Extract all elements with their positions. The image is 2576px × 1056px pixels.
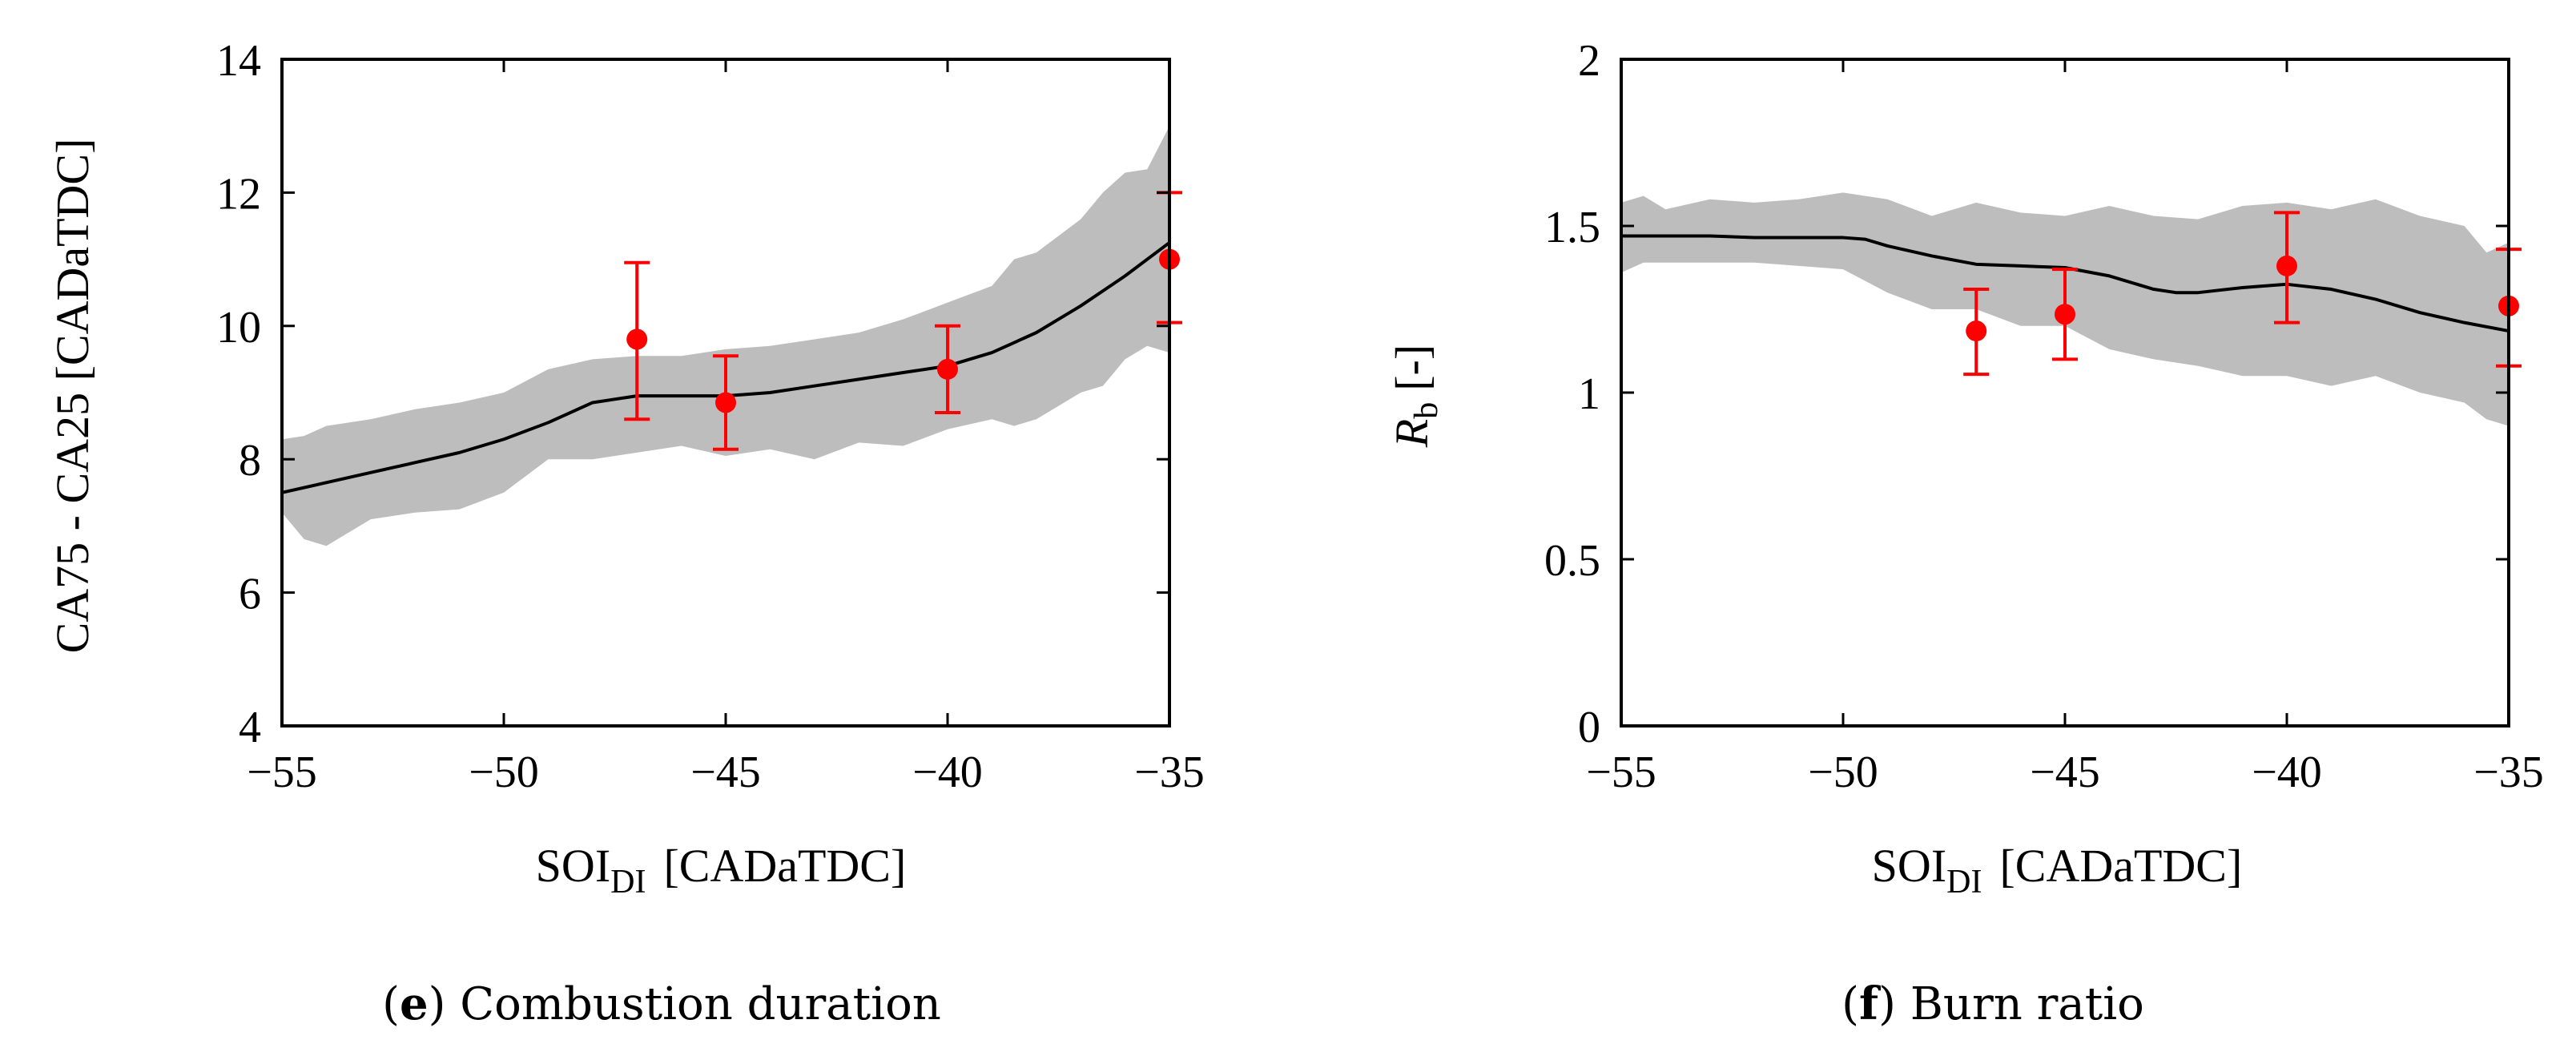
y-tick-label: 0.5 [1544,536,1600,586]
chart-combustion-duration: −55 −50 −45 −40 −35 4 6 8 10 12 14 CA75 - CA25 [CA… [46,36,1205,1030]
chart-burn-ratio: −55 −50 −45 −40 −35 0 0.5 1 1.5 2 Rb[-] SOIDI [CAD… [1386,36,2544,1030]
measured-point [626,328,648,350]
y-tick-label: 6 [239,570,261,619]
x-axis-label: SOIDI [CADaTDC] [1872,840,2243,901]
x-tick-label: −50 [469,748,539,797]
y-tick-label: 12 [216,169,261,219]
x-tick-label: −55 [247,748,317,797]
y-tick-label: 2 [1578,36,1600,86]
x-tick-label: −40 [2252,748,2322,797]
panel-caption: (e) Combustion duration [382,977,941,1030]
x-tick-label: −35 [1134,748,1205,797]
x-tick-label: −55 [1586,748,1656,797]
plot-frame [1620,58,2510,728]
y-tick-label: 8 [239,436,261,486]
x-tick-label: −45 [2030,748,2100,797]
y-tick-label: 14 [216,36,261,86]
measured-point [1966,320,1987,342]
y-tick-label: 4 [239,703,261,752]
x-tick-label: −45 [690,748,761,797]
y-tick-label: 1 [1578,369,1600,419]
mean-line [1621,234,2510,333]
x-tick-label: −50 [1808,748,1878,797]
y-axis-label: Rb[-] [1386,345,1445,448]
panel-caption: (f) Burn ratio [1841,977,2144,1030]
x-axis-label: SOIDI [CADaTDC] [536,840,907,901]
uncertainty-band [282,126,1169,546]
measured-point [2276,255,2297,276]
y-axis-label: CA75 - CA25 [CADaTDC] [46,139,99,654]
measured-point [715,392,736,413]
x-tick-label: −35 [2473,748,2544,797]
measured-point [2055,304,2075,325]
y-tick-label: 0 [1578,703,1600,752]
x-tick-label: −40 [912,748,983,797]
measured-point [937,358,958,380]
y-tick-label: 10 [216,303,261,353]
y-tick-label: 1.5 [1544,203,1600,252]
